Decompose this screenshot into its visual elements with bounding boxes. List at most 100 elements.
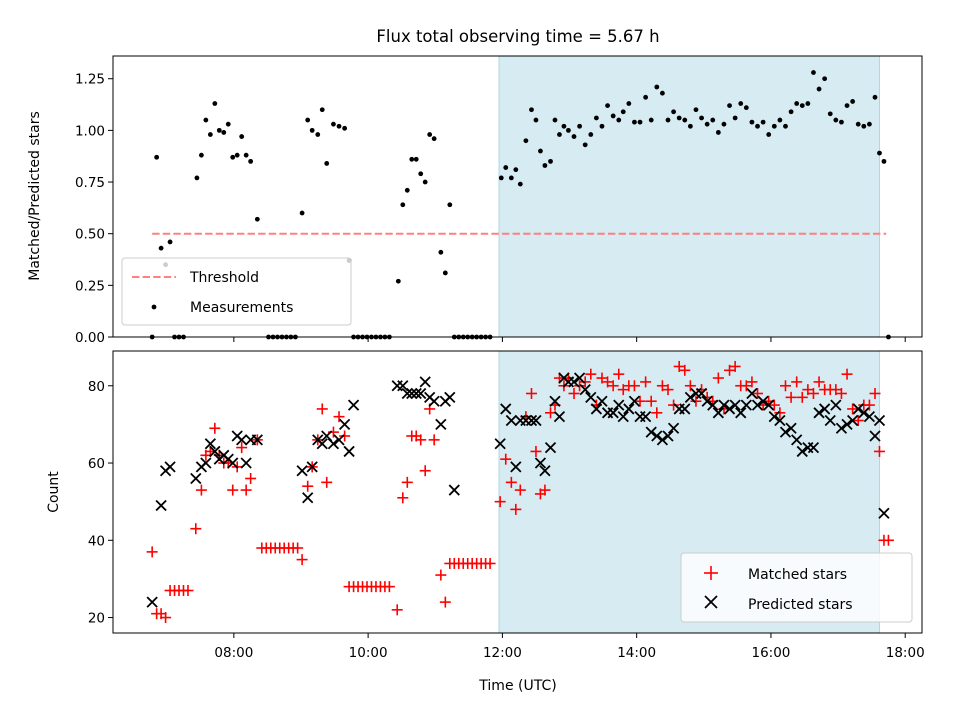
predicted-stars-marker: [835, 422, 848, 434]
predicted-stars-marker: [343, 445, 355, 458]
measurement-point: [839, 119, 844, 125]
measurement-point: [877, 150, 882, 156]
measurement-point: [552, 117, 558, 123]
predicted-marker-b: [735, 407, 747, 419]
matched-stars-marker: [807, 387, 819, 399]
measurement-point: [577, 123, 583, 129]
matched-stars-marker: [240, 484, 252, 496]
measurement-point: [582, 142, 588, 148]
matched-stars-marker: [596, 372, 608, 384]
measurement-point: [699, 115, 704, 121]
predicted-stars-marker: [568, 376, 580, 388]
predicted-stars-marker: [751, 399, 764, 411]
predicted-stars-marker: [785, 422, 797, 434]
predicted-stars-marker: [428, 395, 440, 407]
matched-stars-marker: [339, 430, 351, 442]
time-x-axis-label: Time (UTC): [478, 678, 556, 694]
measurement-point: [867, 121, 872, 127]
predicted-stars-marker: [510, 461, 522, 473]
predicted-marker-b: [651, 430, 663, 442]
predicted-legend-label: Predicted stars: [748, 597, 853, 613]
measurement-point: [704, 121, 710, 127]
predicted-stars-marker: [327, 438, 340, 450]
predicted-stars-marker: [639, 411, 652, 423]
ratio-y-tick-label: 0.50: [75, 227, 105, 243]
predicted-stars-marker: [494, 438, 506, 450]
matched-stars-marker: [146, 546, 158, 558]
measurement-point: [783, 123, 788, 129]
predicted-stars-marker: [240, 457, 252, 469]
predicted-marker-b: [164, 461, 176, 473]
measurement-point: [654, 84, 660, 90]
measurement-point: [749, 119, 755, 125]
time-x-tick-label: 18:00: [886, 645, 925, 661]
matched-stars-marker: [505, 476, 517, 488]
predicted-stars-marker: [333, 434, 345, 446]
predicted-stars-marker: [397, 380, 409, 392]
measurement-point: [548, 158, 553, 164]
matched-stars-marker: [195, 484, 207, 496]
matched-stars-marker: [768, 399, 780, 411]
predicted-stars-marker: [525, 414, 538, 427]
matched-stars-marker: [645, 395, 657, 407]
ratio-y-tick-label: 1.00: [75, 123, 105, 139]
matched-stars-marker: [302, 480, 314, 492]
predicted-stars-marker: [617, 411, 629, 423]
predicted-stars-marker: [590, 403, 603, 415]
predicted-stars-marker: [596, 395, 608, 407]
measurement-point: [517, 181, 523, 187]
predicted-marker-b: [530, 414, 542, 427]
matched-stars-marker: [579, 376, 591, 388]
predicted-marker-b: [718, 399, 730, 411]
measurement-point: [309, 127, 315, 133]
measurement-point: [632, 119, 637, 125]
predicted-stars-marker: [695, 387, 708, 400]
measurement-point: [315, 132, 321, 137]
measurement-point: [513, 167, 519, 173]
predicted-marker-b: [645, 426, 657, 438]
measurement-point: [777, 117, 783, 123]
matched-stars-marker: [435, 569, 447, 581]
matched-stars-marker: [613, 368, 625, 380]
predicted-marker-b: [617, 411, 629, 423]
count-y-tick-label: 60: [88, 456, 105, 472]
measurement-point: [498, 175, 504, 181]
predicted-marker-b: [774, 414, 786, 427]
measurement-point: [626, 101, 632, 106]
matched-stars-marker: [574, 380, 586, 392]
measurement-point: [850, 99, 856, 104]
predicted-stars-marker: [316, 438, 328, 450]
matched-stars-marker: [397, 492, 409, 504]
predicted-stars-marker: [830, 399, 842, 411]
predicted-marker-b: [607, 407, 619, 419]
predicted-stars-marker: [779, 426, 792, 438]
predicted-marker-b: [712, 407, 724, 419]
measurement-point: [198, 152, 204, 158]
measurement-point: [732, 115, 738, 121]
predicted-marker-b: [723, 403, 736, 415]
predicted-marker-b: [707, 399, 719, 411]
matched-stars-marker: [673, 360, 685, 372]
measurement-point: [447, 202, 453, 208]
measurement-point: [404, 187, 410, 193]
threshold-legend-label: Threshold: [189, 270, 259, 286]
predicted-stars-marker: [613, 399, 625, 411]
predicted-stars-marker: [579, 383, 591, 396]
measurement-point: [710, 117, 716, 123]
measurement-point: [216, 127, 222, 133]
predicted-marker-b: [740, 399, 752, 411]
predicted-stars-marker: [873, 414, 886, 427]
measurement-point: [771, 123, 777, 129]
predicted-marker-b: [785, 422, 797, 434]
predicted-stars-marker: [656, 434, 669, 446]
matched-stars-marker: [514, 484, 526, 496]
predicted-stars-marker: [553, 411, 566, 423]
matched-stars-marker: [245, 472, 257, 484]
predicted-stars-marker: [190, 472, 202, 485]
predicted-marker-b: [321, 430, 333, 442]
matched-stars-marker: [333, 411, 345, 423]
predicted-stars-marker: [869, 430, 881, 442]
measurement-point: [557, 132, 562, 137]
matched-stars-marker: [607, 380, 619, 392]
measurement-point: [822, 76, 828, 82]
